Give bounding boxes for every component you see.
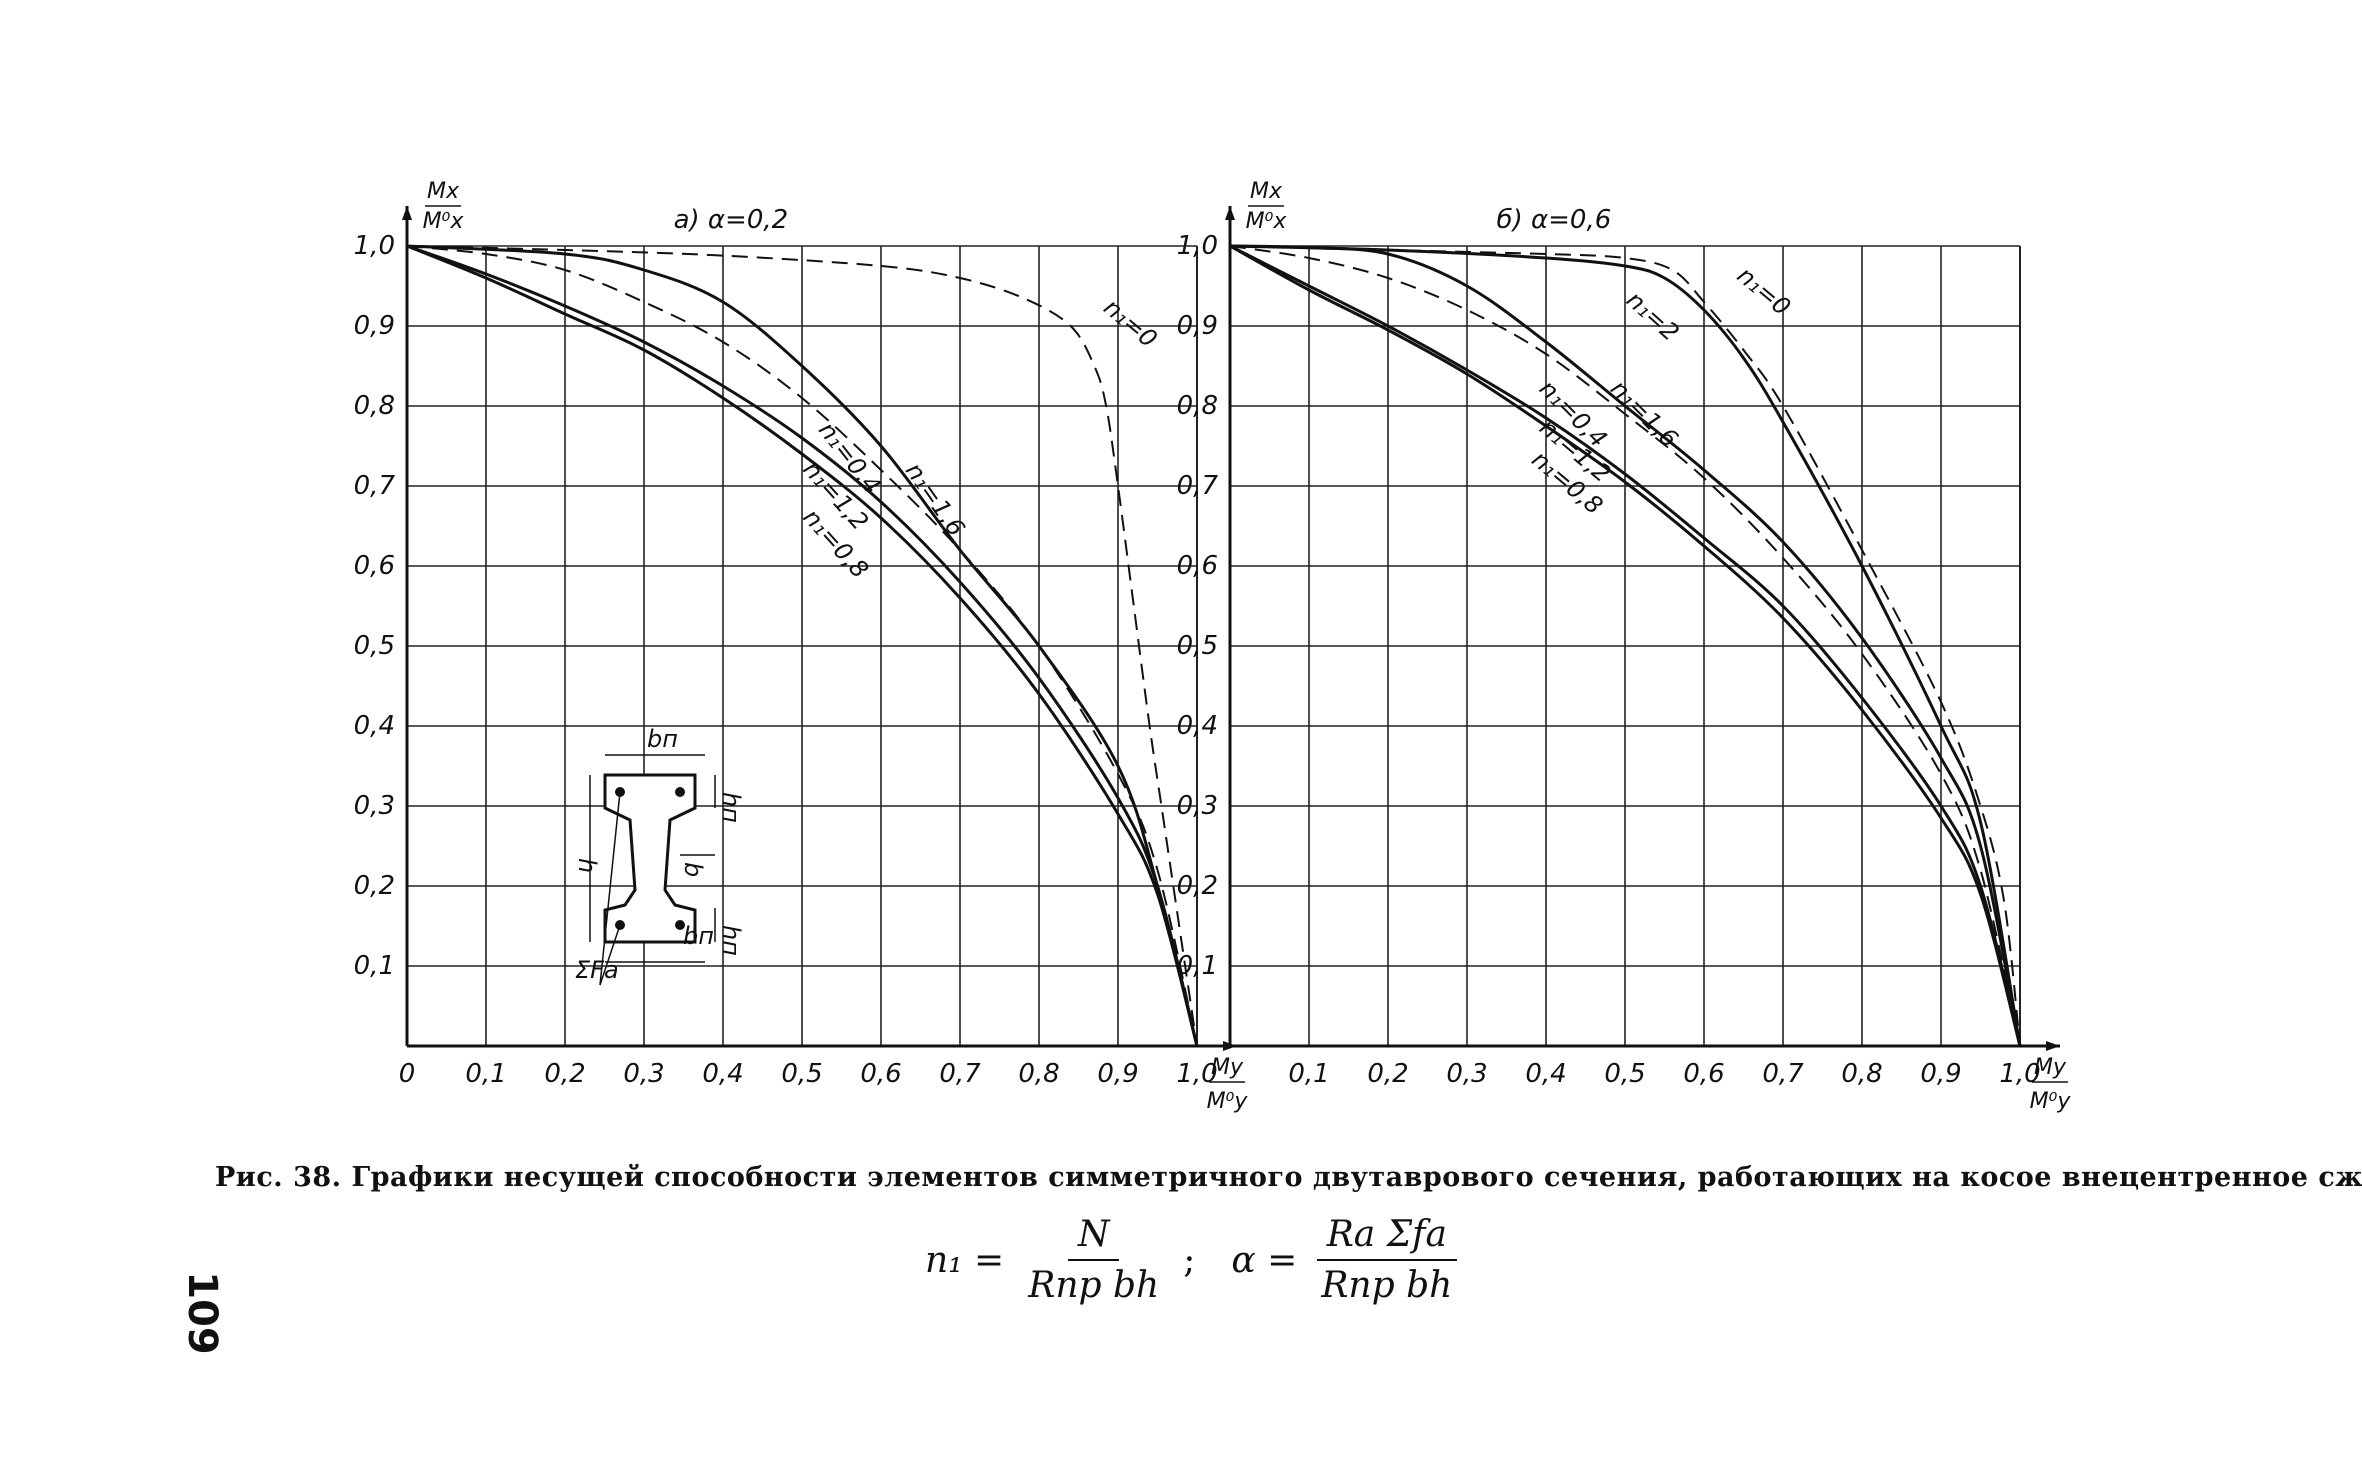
y-tick-label: 0,7 xyxy=(1177,471,1219,501)
x-tick-label: 0 xyxy=(399,1059,416,1089)
x-tick-label: 0,3 xyxy=(1446,1059,1487,1089)
curve-label: n₁=2 xyxy=(1621,286,1684,347)
formula-alpha-denominator: Rпр bh xyxy=(1321,1265,1453,1306)
chart-title: а) α=0,2 xyxy=(674,205,789,235)
y-axis-label-denominator: M⁰x xyxy=(1246,209,1288,234)
chart-title: б) α=0,6 xyxy=(1497,205,1612,235)
x-tick-label: 0,4 xyxy=(1525,1059,1566,1089)
inset-dimension-label: ΣFa xyxy=(575,956,619,984)
y-tick-label: 0,2 xyxy=(354,871,395,901)
x-tick-label: 0,1 xyxy=(465,1059,506,1089)
curve-label: n₁=1,6 xyxy=(1605,374,1684,453)
y-axis-label-numerator: Mx xyxy=(1250,179,1283,204)
series-line xyxy=(1229,244,2022,1047)
formula-n1-fraction: N Rпр bh xyxy=(1018,1214,1169,1306)
formula-alpha-lhs: α = xyxy=(1231,1239,1298,1281)
formula-alpha-fraction: Rа Σfа Rпр bh xyxy=(1311,1214,1462,1306)
series-line xyxy=(406,244,1199,1047)
series-line xyxy=(1229,245,2021,1047)
y-tick-label: 0,6 xyxy=(354,551,395,581)
inset-dimension-label: b xyxy=(679,862,707,877)
x-tick-label: 0,9 xyxy=(1097,1059,1138,1089)
y-tick-label: 0,5 xyxy=(1177,631,1218,661)
x-tick-label: 0,1 xyxy=(1288,1059,1329,1089)
x-tick-label: 0,8 xyxy=(1841,1059,1882,1089)
y-tick-label: 0,9 xyxy=(1177,311,1218,341)
series-line xyxy=(1229,245,2021,1047)
curve-label: n₁=0 xyxy=(1732,261,1796,321)
x-axis-label-numerator: My xyxy=(1211,1055,1244,1080)
rebar-dot xyxy=(675,787,685,797)
rebar-dot xyxy=(675,920,685,930)
y-tick-label: 0,4 xyxy=(1177,711,1218,741)
x-tick-label: 0,6 xyxy=(1683,1059,1724,1089)
x-tick-label: 0,9 xyxy=(1920,1059,1961,1089)
x-tick-label: 0,7 xyxy=(939,1059,981,1089)
x-tick-label: 1,0 xyxy=(1176,1059,1217,1089)
inset-dimension-label: bп xyxy=(647,725,678,753)
page-number: 109 xyxy=(178,1271,225,1355)
series-line xyxy=(1229,244,2022,1047)
x-tick-label: 0,5 xyxy=(1604,1059,1645,1089)
inset-dimension-label: hп xyxy=(717,792,745,823)
inset-dimension-label: bп xyxy=(683,922,714,950)
formula-n1-denominator: Rпр bh xyxy=(1028,1265,1160,1306)
leader-line xyxy=(599,924,621,986)
formula-n1-lhs: n₁ = xyxy=(925,1239,1005,1281)
inset-dimension-label: h xyxy=(573,858,601,873)
x-axis-label-numerator: My xyxy=(2034,1055,2067,1080)
formula-n1-numerator: N xyxy=(1067,1214,1120,1261)
series-line xyxy=(406,245,1198,1047)
x-tick-label: 0,3 xyxy=(623,1059,664,1089)
curve-label: n₁=0 xyxy=(1098,293,1162,353)
formula-alpha-numerator: Rа Σfа xyxy=(1316,1214,1457,1261)
x-axis-arrow xyxy=(2046,1041,2060,1051)
leader-line xyxy=(599,791,621,986)
y-tick-label: 0,7 xyxy=(354,471,396,501)
x-tick-label: 0,2 xyxy=(544,1059,585,1089)
y-tick-label: 0,8 xyxy=(354,391,395,421)
series-line xyxy=(1229,244,2022,1047)
y-tick-label: 0,4 xyxy=(354,711,395,741)
x-tick-label: 0,7 xyxy=(1762,1059,1804,1089)
y-tick-label: 0,2 xyxy=(1177,871,1218,901)
y-axis-label-numerator: Mx xyxy=(427,179,460,204)
formula-separator: ; xyxy=(1183,1239,1196,1281)
x-tick-label: 0,8 xyxy=(1018,1059,1059,1089)
y-tick-label: 0,3 xyxy=(1177,791,1218,821)
chart-a: 0 0,1 0,2 0,3 0,4 0,5 0,6 0,7 0,8 0,9 1,0 0,1 0,2 0,3… xyxy=(354,179,1249,1114)
chart-b: 0,1 0,2 0,3 0,4 0,5 0,6 0,7 0,8 0,9 1,0 0,1 0,2 0,3 0… xyxy=(1177,179,2072,1114)
y-tick-label: 0,8 xyxy=(1177,391,1218,421)
series-line xyxy=(1229,244,2022,1047)
x-tick-label: 0,4 xyxy=(702,1059,743,1089)
series-line xyxy=(406,245,1198,1047)
y-tick-label: 0,1 xyxy=(1177,951,1218,981)
y-tick-label: 0,9 xyxy=(354,311,395,341)
y-axis-arrow xyxy=(402,206,412,220)
y-tick-label: 0,5 xyxy=(354,631,395,661)
inset-dimension-label: hп xyxy=(717,925,745,956)
x-tick-label: 0,5 xyxy=(781,1059,822,1089)
y-axis-label-denominator: M⁰x xyxy=(423,209,465,234)
y-tick-label: 0,1 xyxy=(354,951,395,981)
series-line xyxy=(406,244,1199,1047)
x-tick-label: 1,0 xyxy=(1999,1059,2040,1089)
x-axis-label-denominator: M⁰y xyxy=(2030,1089,2072,1114)
y-tick-label: 0,3 xyxy=(354,791,395,821)
x-tick-label: 0,2 xyxy=(1367,1059,1408,1089)
y-tick-label: 0,6 xyxy=(1177,551,1218,581)
series-line xyxy=(406,244,1199,1047)
x-axis-label-denominator: M⁰y xyxy=(1207,1089,1249,1114)
y-axis-arrow xyxy=(1225,206,1235,220)
y-tick-label: 1,0 xyxy=(1177,231,1218,261)
i-beam-shape xyxy=(603,773,697,944)
formula: n₁ = N Rпр bh ; α = Rа Σfа Rпр bh xyxy=(925,1205,1462,1315)
figure-caption: Рис. 38. Графики несущей способности эле… xyxy=(215,1162,2362,1193)
x-tick-label: 0,6 xyxy=(860,1059,901,1089)
y-tick-label: 1,0 xyxy=(354,231,395,261)
